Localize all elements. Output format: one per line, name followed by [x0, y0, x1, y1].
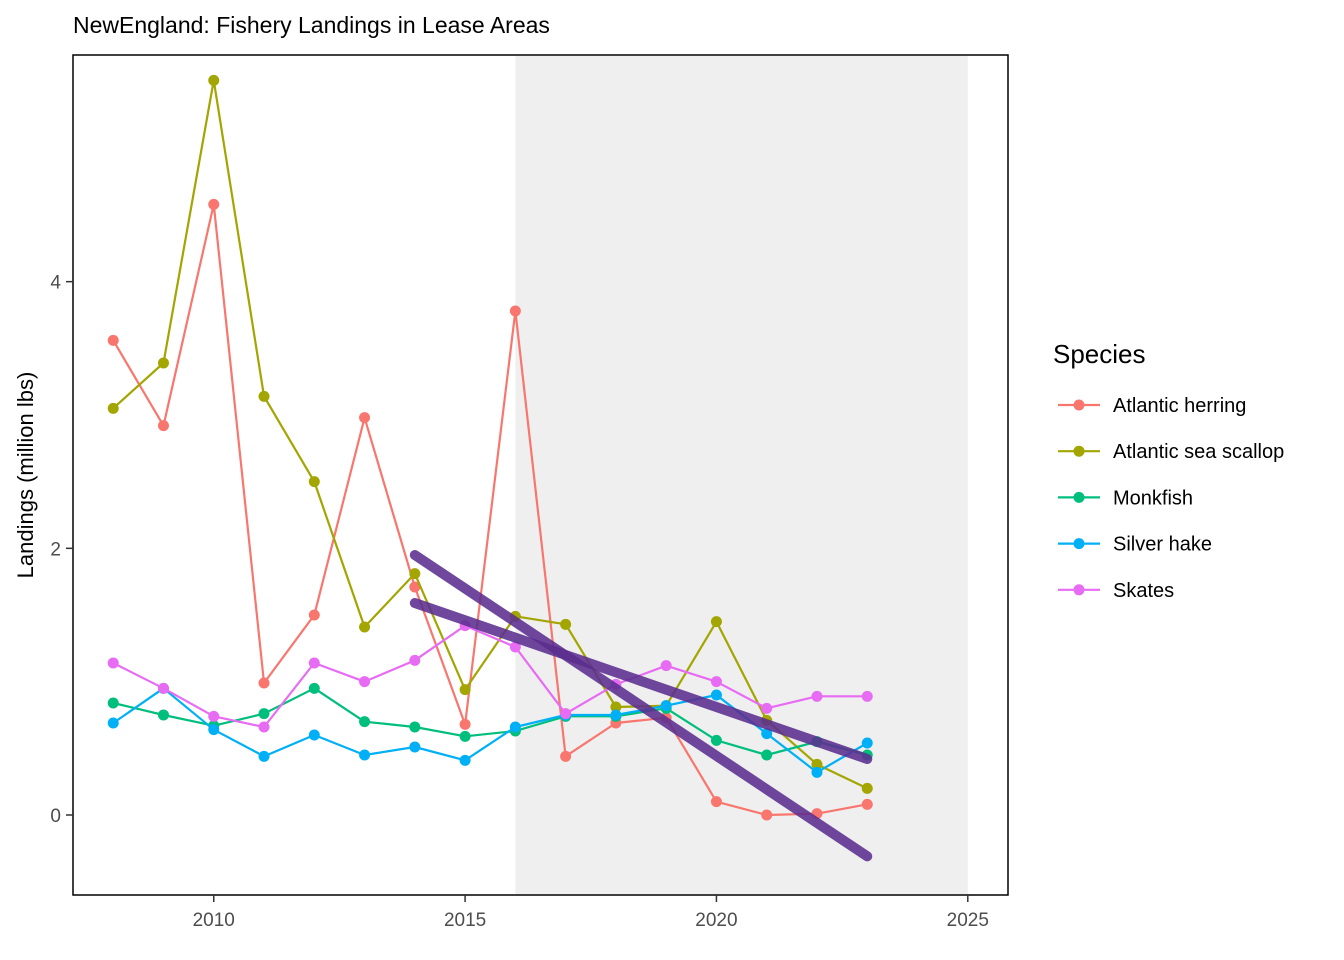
data-point: [811, 758, 823, 770]
data-point: [409, 721, 421, 733]
data-point: [107, 697, 119, 709]
y-tick-label: 2: [50, 539, 61, 560]
data-point: [409, 568, 421, 580]
data-point: [861, 782, 873, 794]
legend-title: Species: [1053, 339, 1146, 369]
legend-label: Skates: [1113, 580, 1174, 602]
data-point: [107, 334, 119, 346]
data-point: [157, 420, 169, 432]
data-point: [761, 728, 773, 740]
data-point: [308, 476, 320, 488]
chart-title: NewEngland: Fishery Landings in Lease Ar…: [73, 12, 550, 38]
y-axis-title: Landings (million lbs): [13, 372, 38, 579]
data-point: [107, 402, 119, 414]
y-tick-label: 0: [50, 806, 61, 827]
data-point: [509, 305, 521, 317]
data-point: [761, 749, 773, 761]
legend-swatch-point: [1073, 399, 1085, 411]
legend-label: Silver hake: [1113, 534, 1212, 556]
data-point: [208, 710, 220, 722]
data-point: [509, 641, 521, 653]
trend-line-0: [409, 550, 873, 862]
data-point: [761, 702, 773, 714]
data-point: [710, 616, 722, 628]
data-point: [509, 721, 521, 733]
data-point: [409, 741, 421, 753]
data-point: [157, 709, 169, 721]
data-point: [258, 390, 270, 402]
plot-border: [72, 54, 1009, 896]
shaded-region: [515, 56, 968, 894]
data-point: [811, 766, 823, 778]
series-line-2: [112, 687, 868, 757]
data-point: [359, 749, 371, 761]
data-point: [761, 809, 773, 821]
data-point: [409, 581, 421, 593]
data-point: [710, 676, 722, 688]
legend-label: Atlantic sea scallop: [1113, 441, 1284, 463]
data-point: [610, 709, 622, 721]
data-point: [208, 724, 220, 736]
data-point: [710, 734, 722, 746]
legend-label: Atlantic herring: [1113, 395, 1246, 417]
legend: Species Atlantic herring Atlantic sea sca…: [1053, 339, 1284, 602]
data-point: [861, 737, 873, 749]
data-point: [710, 689, 722, 701]
data-point: [308, 609, 320, 621]
data-point: [208, 74, 220, 86]
series-line-4: [112, 624, 868, 729]
trend-layer: [409, 550, 873, 862]
data-point: [459, 754, 471, 766]
data-point: [258, 750, 270, 762]
x-tick-label: 2010: [193, 910, 235, 931]
data-point: [710, 796, 722, 808]
legend-swatch-point: [1073, 538, 1085, 550]
legend-swatch-point: [1073, 584, 1085, 596]
y-tick-label: 4: [50, 273, 61, 294]
data-point: [459, 730, 471, 742]
data-point: [107, 717, 119, 729]
data-point: [157, 682, 169, 694]
data-point: [258, 677, 270, 689]
data-point: [157, 357, 169, 369]
data-point: [359, 621, 371, 633]
data-point: [308, 657, 320, 669]
data-point: [811, 690, 823, 702]
data-point: [660, 660, 672, 672]
data-point: [861, 798, 873, 810]
legend-label: Monkfish: [1113, 487, 1193, 509]
data-point: [459, 684, 471, 696]
data-point: [107, 657, 119, 669]
data-point: [359, 716, 371, 728]
x-tick-label: 2015: [444, 910, 486, 931]
data-point: [359, 412, 371, 424]
legend-swatch-point: [1073, 445, 1085, 457]
data-point: [560, 750, 572, 762]
data-point: [258, 708, 270, 720]
trend-line-1: [409, 598, 873, 764]
series-line-0: [112, 203, 868, 817]
data-point: [560, 708, 572, 720]
data-point: [308, 682, 320, 694]
data-point: [660, 700, 672, 712]
data-point: [459, 718, 471, 730]
data-point: [409, 654, 421, 666]
series-line-1: [112, 79, 868, 790]
data-point: [560, 618, 572, 630]
x-tick-label: 2020: [695, 910, 737, 931]
x-tick-label: 2025: [947, 910, 989, 931]
legend-swatch-point: [1073, 491, 1085, 503]
y-axis: 0 2 4: [50, 273, 73, 827]
data-point: [861, 690, 873, 702]
data-point: [610, 701, 622, 713]
x-axis: 2010 2015 2020 2025: [193, 895, 989, 931]
data-point: [308, 729, 320, 741]
data-point: [208, 198, 220, 210]
data-point: [359, 676, 371, 688]
data-point: [258, 721, 270, 733]
